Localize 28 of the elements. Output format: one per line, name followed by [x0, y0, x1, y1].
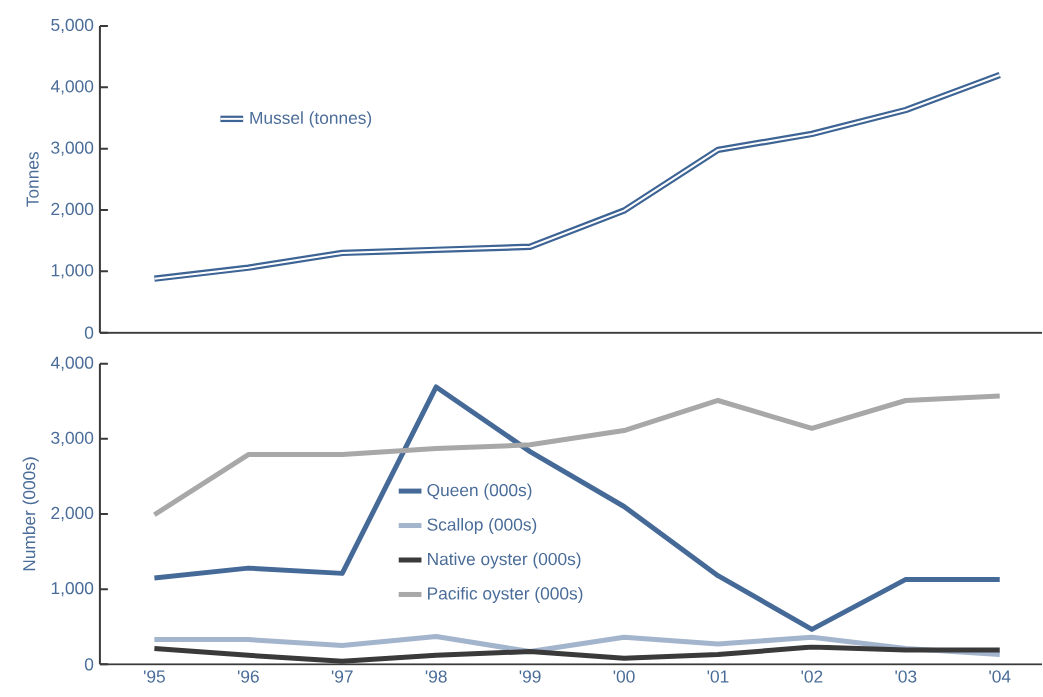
x-tick-label: '01	[707, 670, 729, 683]
y-tick-label: 5,000	[51, 18, 94, 33]
x-tick-label: '95	[143, 670, 165, 683]
legend-label: Mussel (tonnes)	[250, 111, 372, 128]
x-tick-label: '00	[613, 670, 635, 683]
legend-label: Queen (000s)	[427, 483, 532, 500]
y-tick-label: 3,000	[51, 141, 94, 156]
y-tick-label: 1,000	[51, 264, 94, 279]
y-tick-label: 2,000	[51, 202, 94, 217]
y-tick-label: 0	[84, 326, 94, 339]
x-tick-label: '98	[425, 670, 447, 683]
y-axis-title: Tonnes	[26, 151, 39, 207]
x-tick-label: '03	[895, 670, 917, 683]
x-tick-label: '96	[237, 670, 259, 683]
x-tick-label: '04	[989, 670, 1011, 683]
y-tick-label: 3,000	[51, 431, 94, 446]
legend-label: Pacific oyster (000s)	[428, 586, 583, 603]
y-tick-label: 0	[84, 658, 94, 671]
y-tick-label: 4,000	[50, 79, 94, 95]
y-axis-title: Number (000s)	[22, 457, 39, 571]
y-tick-label: 2,000	[51, 506, 94, 521]
legend-label: Scallop (000s)	[427, 517, 537, 534]
y-tick-label: 1,000	[51, 581, 94, 597]
x-tick-label: '02	[801, 670, 823, 683]
y-tick-label: 4,000	[50, 356, 94, 371]
x-tick-label: '97	[331, 670, 353, 683]
x-tick-label: '99	[519, 670, 541, 683]
legend-label: Native oyster (000s)	[428, 552, 581, 569]
